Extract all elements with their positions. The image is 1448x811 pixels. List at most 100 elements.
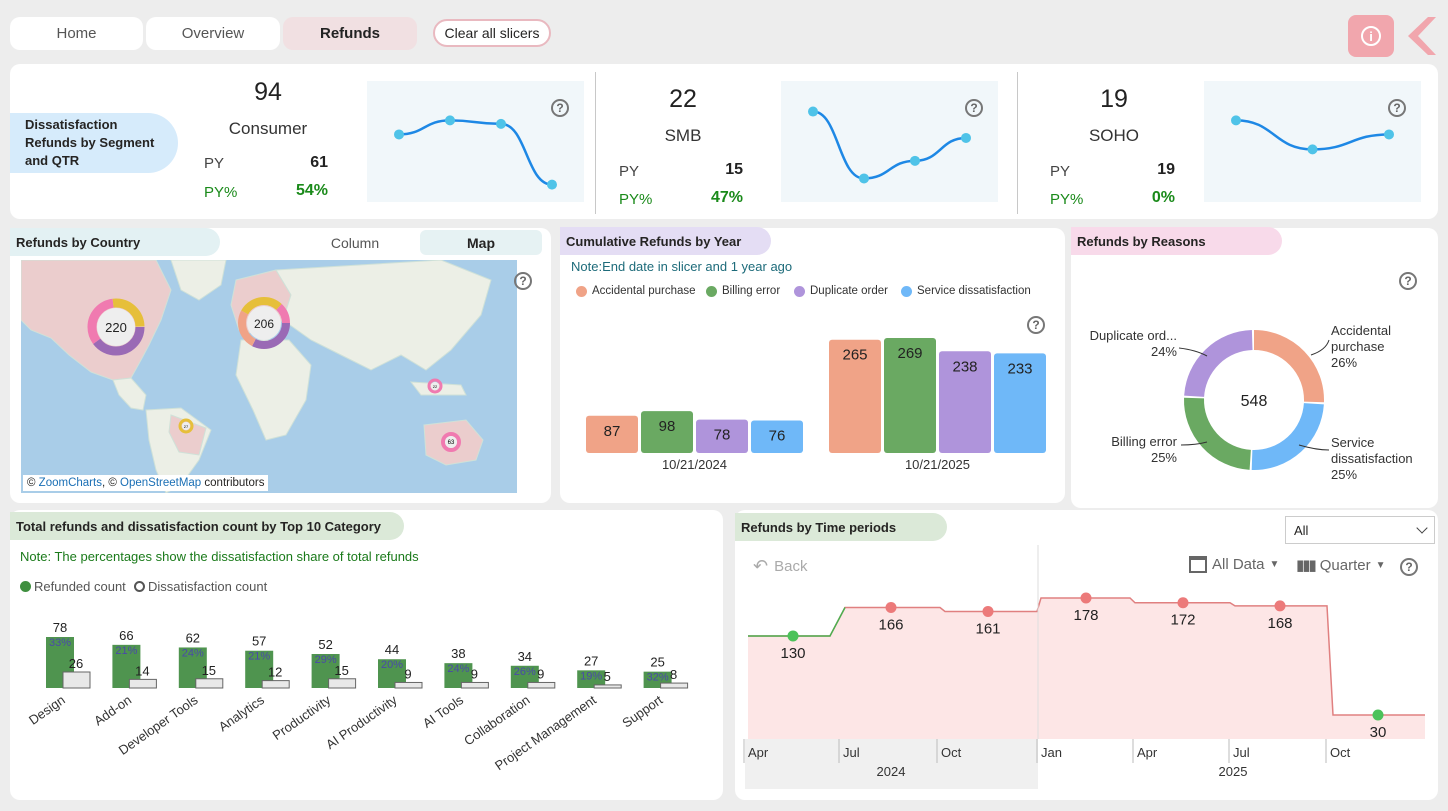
kpi-pyp-label: PY% (1050, 191, 1084, 208)
dissatisfaction-bar[interactable] (261, 680, 290, 689)
map-marker-usa[interactable]: 220 (85, 296, 147, 358)
legend-dot (20, 581, 31, 592)
sparkline-point[interactable] (445, 115, 455, 126)
help-icon[interactable]: ? (1027, 316, 1045, 334)
dissatisfaction-bar[interactable] (328, 678, 357, 689)
cumulative-bar[interactable] (884, 338, 936, 453)
tab-refunds[interactable]: Refunds (283, 17, 417, 50)
dissatisfaction-value: 9 (537, 666, 544, 681)
help-icon[interactable]: ? (514, 272, 532, 290)
cumulative-bar[interactable] (696, 419, 748, 453)
map-marker-asia[interactable]: 22 (427, 378, 443, 394)
cumulative-bar[interactable] (829, 339, 881, 453)
donut-slice[interactable] (1253, 330, 1324, 403)
kpi-consumer-py: 61 (310, 154, 328, 171)
info-button[interactable]: i (1348, 15, 1394, 57)
donut-label: Duplicate ord... (1090, 328, 1177, 343)
time-point[interactable] (1080, 592, 1092, 604)
time-value-label: 166 (878, 616, 903, 633)
donut-slice[interactable] (1251, 402, 1324, 470)
back-chevron-icon[interactable] (1404, 15, 1438, 57)
tab-overview[interactable]: Overview (146, 17, 280, 50)
sparkline-point[interactable] (910, 155, 920, 166)
dissatisfaction-bar[interactable] (128, 678, 157, 689)
dissatisfaction-bar[interactable] (593, 684, 622, 689)
donut-label: Billing error (1111, 434, 1177, 449)
back-button[interactable]: ↶ Back (753, 556, 808, 576)
time-point[interactable] (982, 605, 994, 617)
sparkline-point[interactable] (961, 132, 971, 143)
time-point[interactable] (1177, 597, 1189, 609)
dissatisfaction-pct: 24% (447, 663, 469, 675)
help-icon[interactable]: ? (551, 99, 569, 117)
dissatisfaction-pct: 26% (514, 666, 536, 678)
year-label[interactable]: 2025 (1219, 764, 1248, 779)
sparkline-point[interactable] (394, 129, 404, 140)
sparkline-point[interactable] (808, 106, 818, 117)
cumulative-bar[interactable] (939, 351, 991, 453)
dissatisfaction-bar[interactable] (394, 681, 423, 689)
cumulative-bar[interactable] (586, 415, 638, 453)
sparkline-point[interactable] (496, 118, 506, 129)
donut-leader-line (1180, 441, 1208, 446)
map-marker-brazil[interactable]: 27 (178, 418, 194, 434)
dissatisfaction-value: 15 (334, 663, 348, 678)
refunded-value: 62 (186, 630, 200, 645)
tab-home[interactable]: Home (10, 17, 143, 50)
kpi-pyp-label: PY% (619, 191, 653, 208)
time-point[interactable] (1372, 709, 1384, 721)
zoomcharts-link[interactable]: ZoomCharts (38, 477, 102, 489)
sparkline-chart (394, 115, 557, 190)
cumulative-bar-label: 76 (769, 428, 786, 445)
donut-slice[interactable] (1184, 330, 1253, 398)
openstreetmap-link[interactable]: OpenStreetMap (120, 477, 202, 489)
dissatisfaction-pct: 32% (647, 672, 669, 684)
legend-dot (901, 285, 912, 297)
legend-dot (794, 285, 805, 297)
kpi-soho-pyp: 0% (1151, 189, 1175, 206)
help-icon[interactable]: ? (1399, 272, 1417, 290)
cumulative-bar[interactable] (994, 353, 1046, 453)
legend-dot (576, 285, 587, 297)
sparkline-point[interactable] (1231, 115, 1241, 126)
help-icon[interactable]: ? (965, 99, 983, 117)
donut-slice[interactable] (1184, 397, 1252, 470)
time-point[interactable] (1274, 600, 1286, 612)
map-asia (275, 260, 492, 371)
help-icon[interactable]: ? (1388, 99, 1406, 117)
map-marker-australia[interactable]: 63 (440, 431, 462, 453)
toggle-map[interactable]: Map (420, 230, 542, 255)
clear-slicers-button[interactable]: Clear all slicers (433, 19, 551, 47)
dissatisfaction-bar[interactable] (460, 681, 489, 689)
time-point[interactable] (787, 630, 799, 642)
sparkline-point[interactable] (1384, 129, 1394, 140)
quarter-button[interactable]: ▮▮▮ Quarter ▼ (1296, 556, 1386, 575)
dissatisfaction-bar[interactable] (195, 678, 224, 689)
dissatisfaction-bar[interactable] (660, 682, 689, 689)
help-icon[interactable]: ? (1400, 558, 1418, 576)
map-marker-europe[interactable]: 206 (235, 294, 293, 352)
world-map[interactable]: 220 206 22 27 63 © ZoomCharts, © OpenStr… (21, 260, 517, 493)
sparkline-point[interactable] (547, 179, 557, 190)
refunded-bar[interactable] (577, 670, 606, 688)
cumulative-bar[interactable] (751, 420, 803, 453)
time-point[interactable] (885, 601, 897, 613)
all-data-button[interactable]: All Data ▼ (1189, 556, 1279, 573)
dissatisfaction-bar[interactable] (62, 671, 91, 689)
donut-label: Service (1331, 435, 1374, 450)
dissatisfaction-value: 5 (604, 669, 611, 684)
year-label[interactable]: 2024 (877, 764, 906, 779)
month-label: Oct (1330, 745, 1351, 760)
sparkline-point[interactable] (1307, 144, 1318, 155)
kpi-smb-py: 15 (725, 161, 743, 178)
refunded-value: 66 (119, 628, 133, 643)
time-value-label: 130 (780, 645, 805, 662)
period-dropdown[interactable]: All (1285, 516, 1435, 544)
cumulative-bar[interactable] (641, 411, 693, 453)
sparkline-point[interactable] (859, 173, 869, 184)
kpi-soho-value: 19 (1100, 85, 1128, 113)
caret-down-icon: ▼ (1269, 559, 1280, 570)
dissatisfaction-bar[interactable] (527, 681, 556, 689)
month-label: Apr (748, 745, 769, 760)
toggle-column[interactable]: Column (330, 234, 380, 251)
